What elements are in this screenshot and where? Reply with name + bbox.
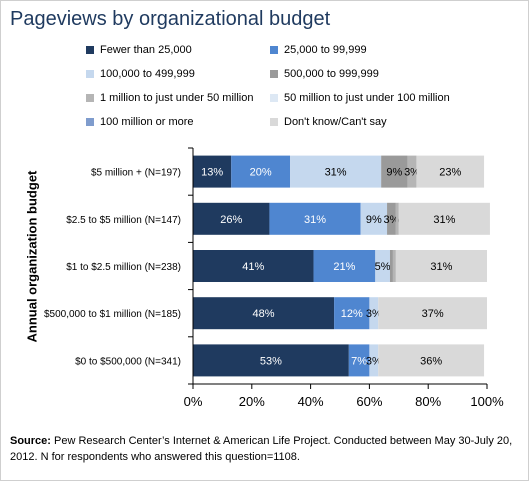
legend-label: 1 million to just under 50 million <box>100 92 254 104</box>
bar-segment <box>193 155 232 188</box>
data-label: 3% <box>383 214 399 226</box>
category-label: $0 to $500,000 (N=341) <box>75 356 181 367</box>
bar-segment <box>193 297 335 330</box>
bar-segment <box>395 250 487 282</box>
bar-segment <box>395 202 399 235</box>
bar-segment <box>290 155 382 188</box>
source-note: Source: Pew Research Center’s Internet &… <box>10 433 520 465</box>
bar-segment <box>369 344 379 377</box>
bar-segment <box>381 155 408 188</box>
x-tick-label: 60% <box>356 394 382 409</box>
legend-swatch <box>270 118 278 126</box>
legend-swatch <box>270 46 278 54</box>
source-label: Source: <box>10 435 51 447</box>
data-label: 3% <box>404 167 420 179</box>
data-label: 36% <box>420 355 442 367</box>
x-tick-label: 80% <box>415 394 441 409</box>
legend-swatch <box>86 46 94 54</box>
bar-segment <box>193 202 270 235</box>
legend-label: 25,000 to 99,999 <box>284 44 367 56</box>
bar-segment <box>389 250 393 282</box>
bar-segment <box>392 250 396 282</box>
bar-segment <box>313 250 376 282</box>
legend-item: Don't know/Can't say <box>270 116 387 128</box>
category-label: $500,000 to $1 million (N=185) <box>44 309 181 320</box>
data-label: 9% <box>386 167 402 179</box>
bar-segment <box>334 297 370 330</box>
legend-item: 500,000 to 999,999 <box>270 68 379 80</box>
data-label: 20% <box>250 167 272 179</box>
legend-item: 25,000 to 99,999 <box>270 44 367 56</box>
x-tick-label: 40% <box>298 394 324 409</box>
data-label: 41% <box>242 261 264 273</box>
legend-swatch <box>86 70 94 78</box>
data-label: 31% <box>433 214 455 226</box>
legend-item: 100 million or more <box>86 116 194 128</box>
bar-segment <box>269 202 361 235</box>
legend-item: 100,000 to 499,999 <box>86 68 195 80</box>
x-tick-label: 100% <box>470 394 504 409</box>
bar-segment <box>348 344 370 377</box>
data-label: 26% <box>220 214 242 226</box>
bar-segment <box>375 250 390 282</box>
bar-segment <box>407 155 417 188</box>
legend-item: 50 million to just under 100 million <box>270 92 450 104</box>
data-label: 53% <box>260 355 282 367</box>
category-label: $2.5 to $5 million (N=147) <box>66 215 181 226</box>
data-label: 3% <box>366 355 382 367</box>
legend-swatch <box>270 94 278 102</box>
bar-segment <box>378 297 487 330</box>
legend-label: 100 million or more <box>100 116 194 128</box>
bar-segment <box>193 250 314 282</box>
legend-label: 100,000 to 499,999 <box>100 68 195 80</box>
bar-segment <box>231 155 291 188</box>
legend-item: 1 million to just under 50 million <box>86 92 253 104</box>
bar-segment <box>387 202 396 235</box>
data-label: 31% <box>304 214 326 226</box>
bar-segment <box>378 344 485 377</box>
legend-label: Don't know/Can't say <box>284 116 387 128</box>
data-label: 31% <box>325 167 347 179</box>
legend-swatch <box>86 118 94 126</box>
x-tick-label: 20% <box>239 394 265 409</box>
data-label: 3% <box>366 308 382 320</box>
data-label: 48% <box>253 308 275 320</box>
data-label: 23% <box>439 167 461 179</box>
data-label: 7% <box>351 355 367 367</box>
data-label: 37% <box>422 308 444 320</box>
data-label: 13% <box>201 167 223 179</box>
bar-segment <box>398 202 490 235</box>
category-label: $1 to $2.5 million (N=238) <box>66 262 181 273</box>
legend-item: Fewer than 25,000 <box>86 44 192 56</box>
bar-segment <box>369 297 379 330</box>
legend-label: Fewer than 25,000 <box>100 44 192 56</box>
x-tick-label: 0% <box>184 394 203 409</box>
legend-swatch <box>270 70 278 78</box>
category-label: $5 million + (N=197) <box>91 168 181 179</box>
bar-segment <box>416 155 485 188</box>
data-label: 21% <box>333 261 355 273</box>
data-label: 12% <box>341 308 363 320</box>
source-text: Pew Research Center’s Internet & America… <box>10 435 513 463</box>
legend-label: 500,000 to 999,999 <box>284 68 379 80</box>
legend-swatch <box>86 94 94 102</box>
chart-title: Pageviews by organizational budget <box>10 8 331 30</box>
data-label: 31% <box>430 261 452 273</box>
data-label: 5% <box>375 261 391 273</box>
bar-segment <box>360 202 388 235</box>
bar-segment <box>193 344 349 377</box>
data-label: 9% <box>366 214 382 226</box>
legend-label: 50 million to just under 100 million <box>284 92 450 104</box>
